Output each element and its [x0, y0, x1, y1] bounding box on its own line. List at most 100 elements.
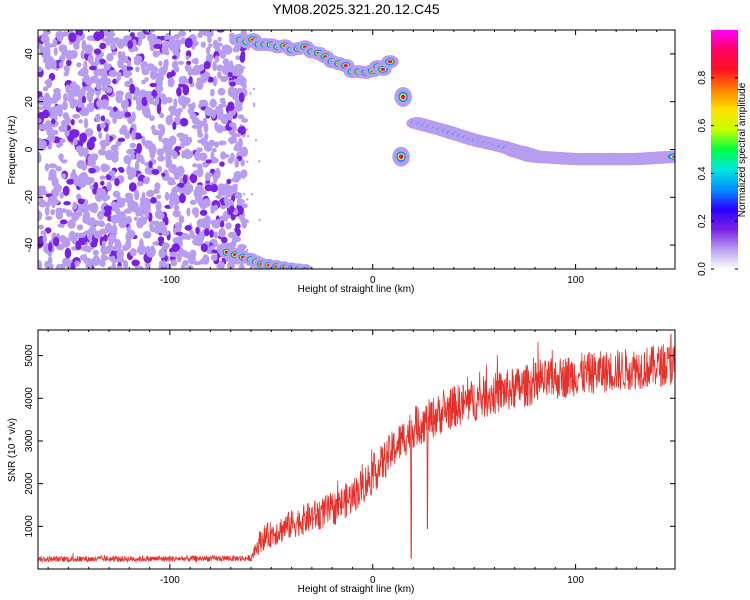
noise-speckle — [205, 220, 210, 231]
noise-speckle — [62, 257, 71, 266]
noise-speckle — [141, 191, 146, 203]
noise-speckle — [139, 238, 144, 250]
noise-speckle — [89, 184, 95, 190]
noise-speckle — [126, 148, 135, 155]
noise-speckle — [140, 61, 148, 68]
noise-speckle — [176, 253, 182, 263]
snr-series-line — [38, 333, 675, 564]
noise-speckle — [86, 91, 93, 102]
noise-speckle — [157, 86, 162, 97]
noise-speckle — [77, 202, 86, 213]
noise-speckle — [69, 98, 76, 110]
noise-speckle — [212, 75, 218, 87]
noise-speckle — [117, 137, 126, 143]
noise-speckle — [219, 97, 225, 104]
noise-speckle — [223, 194, 229, 205]
noise-speckle — [143, 176, 150, 185]
noise-speckle — [180, 263, 186, 269]
colorbar: 0.0 0.2 0.4 0.6 0.8 Normalized spectral ampl… — [697, 30, 748, 276]
noise-speckle — [38, 185, 47, 191]
noise-speckle — [123, 197, 132, 203]
noise-speckle — [96, 99, 105, 108]
noise-speckle — [240, 159, 245, 167]
noise-speckle — [110, 214, 119, 224]
noise-speckle — [192, 65, 197, 76]
noise-speckle — [125, 239, 132, 250]
noise-speckle — [182, 139, 191, 147]
noise-speckle — [38, 112, 47, 118]
x-tick-label: 0 — [370, 575, 376, 586]
noise-speckle — [168, 135, 177, 146]
noise-speckle — [234, 63, 243, 70]
noise-speckle — [100, 253, 106, 263]
noise-speckle — [239, 124, 243, 127]
noise-speckle — [195, 184, 204, 194]
noise-speckle — [74, 260, 81, 267]
noise-speckle — [231, 130, 237, 140]
noise-speckle — [102, 164, 111, 172]
noise-speckle — [131, 129, 136, 141]
noise-speckle — [229, 81, 237, 87]
noise-speckle — [173, 204, 180, 211]
noise-speckle — [246, 134, 250, 138]
noise-speckle — [148, 115, 155, 122]
noise-speckle — [207, 76, 214, 83]
noise-speckle — [185, 55, 190, 61]
noise-speckle — [227, 86, 236, 98]
noise-speckle — [95, 79, 102, 91]
noise-speckle — [154, 95, 160, 106]
noise-speckle — [162, 63, 168, 73]
noise-speckle — [186, 207, 191, 217]
y-tick-label: 40 — [24, 48, 35, 60]
noise-speckle — [102, 37, 108, 42]
noise-speckle — [89, 136, 97, 143]
noise-speckle — [121, 51, 126, 62]
noise-speckle — [171, 151, 178, 160]
noise-speckle — [69, 82, 76, 90]
noise-speckle — [99, 42, 107, 50]
noise-speckle — [150, 197, 157, 204]
noise-speckle — [76, 193, 82, 201]
noise-speckle — [136, 31, 146, 38]
noise-speckle — [136, 142, 143, 154]
noise-speckle — [50, 118, 56, 125]
noise-speckle — [172, 55, 177, 60]
noise-speckle — [108, 37, 117, 44]
x-tick-label: -100 — [160, 575, 180, 586]
noise-speckle — [217, 186, 222, 197]
noise-speckle — [156, 104, 162, 115]
noise-speckle — [166, 71, 173, 80]
noise-speckle — [83, 77, 91, 83]
noise-speckle — [198, 30, 204, 37]
noise-speckle — [112, 190, 121, 198]
noise-speckle — [92, 255, 101, 267]
noise-speckle — [59, 191, 64, 199]
noise-speckle — [182, 97, 189, 107]
noise-speckle — [136, 180, 144, 187]
noise-speckle — [114, 178, 120, 187]
noise-speckle — [246, 198, 249, 201]
noise-speckle — [83, 118, 89, 129]
noise-speckle — [77, 97, 83, 109]
noise-speckle — [115, 93, 123, 104]
noise-speckle — [258, 218, 261, 222]
noise-speckle — [76, 159, 86, 169]
noise-speckle — [86, 230, 94, 241]
noise-speckle — [58, 44, 68, 53]
x-tick-label: 100 — [567, 575, 584, 586]
noise-speckle — [227, 101, 235, 112]
noise-speckle — [102, 99, 109, 108]
noise-speckle — [236, 75, 242, 83]
noise-speckle — [46, 126, 54, 137]
noise-speckle — [208, 43, 213, 48]
noise-speckle — [123, 154, 132, 165]
noise-speckle — [40, 35, 50, 43]
x-tick-label: 0 — [370, 275, 376, 286]
noise-speckle — [188, 254, 196, 265]
noise-speckle — [220, 75, 228, 83]
noise-speckle — [150, 143, 156, 154]
noise-speckle — [226, 178, 232, 185]
noise-speckle — [65, 50, 73, 61]
noise-speckle — [73, 137, 78, 146]
noise-speckle — [64, 247, 72, 259]
